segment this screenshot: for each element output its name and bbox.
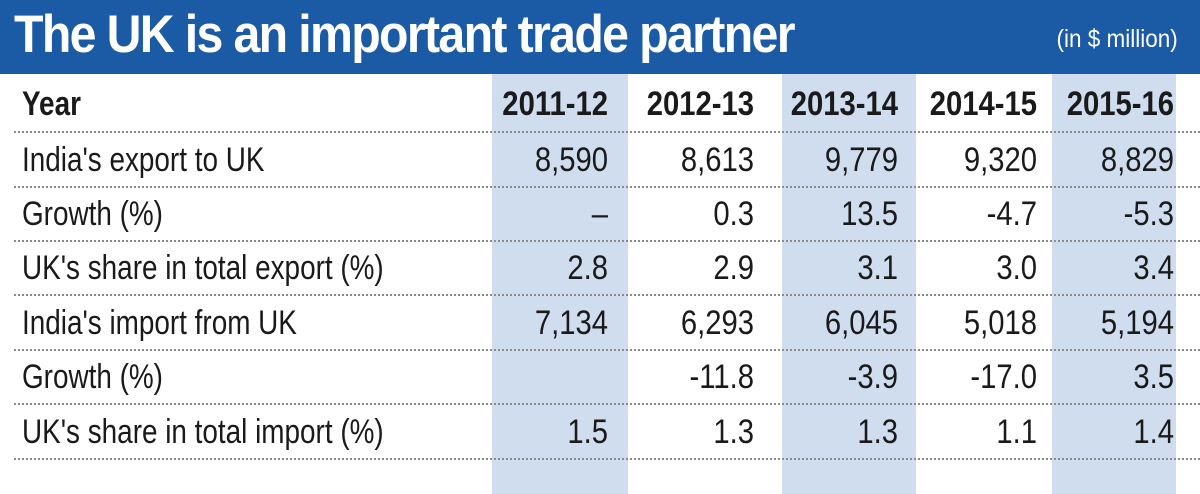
row-label: UK's share in total import (%) [22,413,384,451]
data-cell: -11.8 [689,358,754,396]
trade-table: Year 2011-12 2012-13 2013-14 2014-15 201… [0,74,1200,494]
column-shade-2015-16 [1052,74,1176,494]
data-cell: 1.1 [996,413,1037,451]
row-label: Growth (%) [22,195,163,233]
data-cell: 3.0 [996,249,1037,287]
data-cell: 6,045 [824,304,898,342]
header-year: 2012-13 [646,85,754,123]
data-cell: 1.3 [857,413,898,451]
data-cell: 1.4 [1133,413,1174,451]
data-cell: 2.8 [567,249,608,287]
row-label: UK's share in total export (%) [22,249,384,287]
column-shade-2013-14 [782,74,916,494]
chart-title: The UK is an important trade partner [14,5,795,64]
data-cell [453,349,608,405]
row-divider [14,186,1200,188]
data-cell: 5,018 [963,304,1037,342]
header-year: 2014-15 [929,85,1037,123]
row-label: Growth (%) [22,358,163,396]
data-cell: 7,134 [534,304,608,342]
header-year: 2015-16 [1066,85,1174,123]
data-cell: 2.9 [713,249,754,287]
data-cell: 8,613 [680,141,754,179]
title-banner: The UK is an important trade partner (in… [0,0,1200,74]
data-cell: 3.4 [1133,249,1174,287]
data-cell: -4.7 [986,195,1037,233]
data-cell: 1.3 [713,413,754,451]
data-cell: 8,590 [534,141,608,179]
data-cell: 3.1 [857,249,898,287]
data-cell: 9,779 [824,141,898,179]
data-cell: 1.5 [567,413,608,451]
row-divider [14,349,1200,351]
header-year: 2011-12 [502,85,608,123]
row-label: India's import from UK [22,304,297,342]
row-divider [14,240,1200,242]
row-divider [14,131,1200,133]
header-label-year: Year [22,85,81,123]
data-cell: – [591,195,608,233]
unit-note: (in $ million) [1056,25,1178,53]
data-cell: 5,194 [1100,304,1174,342]
row-label: India's export to UK [22,141,265,179]
data-cell: 0.3 [713,195,754,233]
data-cell: 8,829 [1100,141,1174,179]
data-cell: -17.0 [970,358,1037,396]
row-divider [14,458,1200,460]
header-year: 2013-14 [790,85,898,123]
data-cell: 3.5 [1133,358,1174,396]
row-divider [14,403,1200,405]
data-cell: 9,320 [963,141,1037,179]
data-cell: -5.3 [1123,195,1174,233]
row-divider [14,294,1200,296]
column-shade-2011-12 [492,74,628,494]
data-cell: -3.9 [847,358,898,396]
data-cell: 6,293 [680,304,754,342]
data-cell: 13.5 [841,195,898,233]
